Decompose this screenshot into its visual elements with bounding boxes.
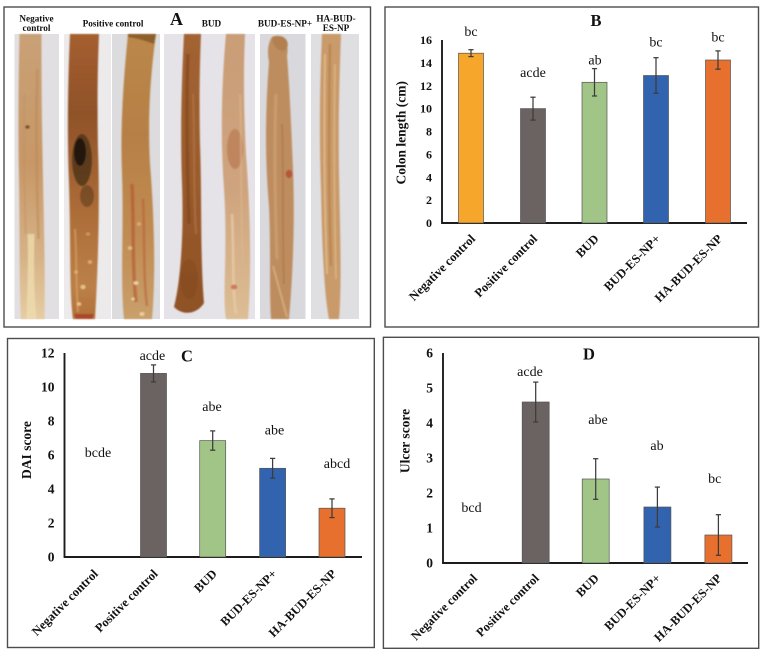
svg-text:Negative: Negative (19, 14, 53, 24)
svg-text:5: 5 (426, 381, 433, 396)
svg-text:0: 0 (48, 550, 55, 565)
svg-text:10: 10 (420, 102, 432, 116)
svg-text:4: 4 (48, 482, 55, 497)
svg-text:1: 1 (426, 521, 433, 536)
svg-text:2: 2 (48, 516, 55, 531)
svg-text:12: 12 (41, 346, 55, 361)
svg-text:bc: bc (464, 25, 477, 40)
svg-text:acde: acde (520, 66, 546, 81)
svg-text:8: 8 (48, 414, 55, 429)
svg-text:0: 0 (426, 216, 432, 230)
svg-text:abcd: abcd (324, 457, 350, 472)
svg-text:ES-NP: ES-NP (323, 23, 350, 33)
svg-text:2: 2 (426, 193, 432, 207)
svg-text:4: 4 (426, 170, 432, 184)
svg-text:C: C (181, 347, 193, 366)
svg-text:bc: bc (708, 472, 721, 487)
svg-text:12: 12 (420, 79, 432, 93)
svg-text:6: 6 (426, 148, 432, 162)
svg-text:B: B (590, 11, 601, 30)
svg-text:abe: abe (202, 400, 221, 415)
svg-text:Positive control: Positive control (83, 19, 144, 29)
svg-text:14: 14 (420, 56, 432, 70)
svg-text:3: 3 (426, 451, 433, 466)
svg-text:6: 6 (48, 448, 55, 463)
svg-text:0: 0 (426, 556, 433, 571)
svg-text:HA-BUD-: HA-BUD- (316, 14, 355, 24)
svg-text:ab: ab (588, 54, 601, 69)
svg-text:Ulcer score: Ulcer score (397, 409, 412, 473)
svg-text:2: 2 (426, 486, 433, 501)
svg-text:abe: abe (588, 413, 607, 428)
svg-text:BUD: BUD (202, 19, 222, 29)
svg-text:10: 10 (41, 380, 55, 395)
svg-text:ab: ab (650, 439, 663, 454)
svg-text:acde: acde (517, 365, 543, 380)
svg-text:acde: acde (140, 349, 166, 364)
svg-text:bcde: bcde (85, 446, 111, 461)
svg-text:bc: bc (649, 36, 662, 51)
svg-text:bcd: bcd (461, 501, 481, 516)
svg-text:4: 4 (426, 416, 433, 431)
svg-text:bc: bc (711, 31, 724, 46)
svg-text:control: control (23, 23, 51, 33)
svg-text:Colon length (cm): Colon length (cm) (394, 81, 409, 185)
svg-text:16: 16 (420, 33, 432, 47)
svg-text:6: 6 (426, 346, 433, 361)
svg-text:DAI score: DAI score (19, 421, 34, 479)
svg-text:abe: abe (265, 424, 284, 439)
svg-text:BUD-ES-NP+: BUD-ES-NP+ (258, 19, 312, 29)
svg-text:A: A (170, 9, 183, 29)
svg-text:D: D (583, 345, 595, 364)
svg-text:8: 8 (426, 125, 432, 139)
